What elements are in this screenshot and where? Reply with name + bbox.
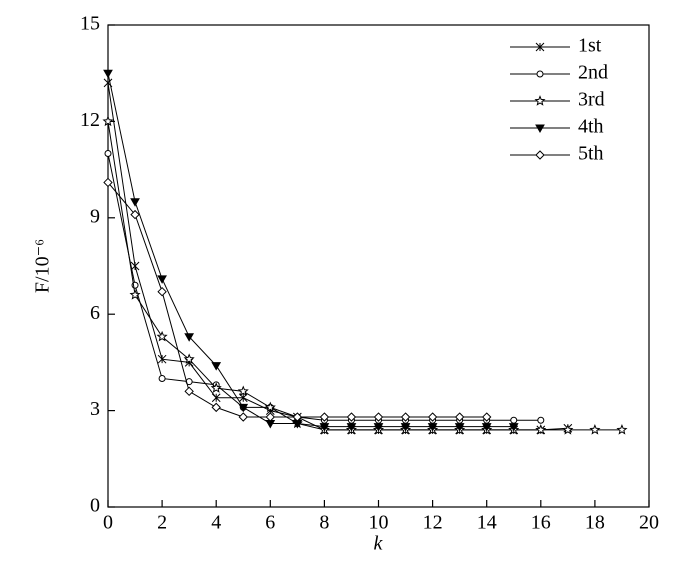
marker	[129, 289, 141, 300]
x-tick-label: 14	[477, 512, 497, 534]
plot-frame	[107, 24, 650, 508]
x-tick-label: 4	[211, 512, 221, 534]
marker	[157, 354, 167, 364]
series-line	[107, 182, 487, 418]
legend-label: 5th	[578, 143, 604, 165]
marker	[264, 401, 276, 413]
marker	[562, 424, 574, 435]
series-line	[107, 121, 622, 431]
legend-label: 4th	[578, 116, 604, 138]
series-line	[107, 82, 568, 431]
legend-label: 1st	[578, 35, 602, 57]
x-tick-label: 16	[531, 512, 551, 534]
y-tick-label: 3	[90, 398, 100, 420]
legend-marker	[535, 150, 545, 160]
x-tick-label: 20	[639, 512, 659, 534]
marker	[130, 198, 140, 207]
marker	[319, 423, 330, 432]
marker	[373, 423, 384, 432]
y-tick-label: 6	[90, 302, 100, 324]
marker	[211, 393, 221, 403]
marker	[373, 412, 384, 422]
y-tick-label: 0	[90, 495, 100, 517]
marker	[589, 424, 601, 435]
marker	[400, 423, 411, 432]
legend-marker	[535, 124, 545, 134]
marker	[130, 209, 140, 220]
marker	[156, 330, 168, 342]
marker	[130, 261, 140, 271]
legend-marker	[536, 70, 544, 78]
marker	[292, 412, 303, 422]
x-tick-label: 12	[423, 512, 443, 534]
legend-marker	[534, 95, 546, 106]
marker	[184, 333, 195, 342]
marker	[481, 423, 492, 432]
marker	[535, 424, 547, 435]
marker	[510, 416, 518, 424]
marker	[265, 412, 276, 422]
marker	[319, 412, 330, 422]
marker	[238, 412, 248, 422]
marker	[346, 412, 357, 422]
marker	[157, 286, 167, 297]
y-tick-label: 12	[80, 109, 100, 131]
x-tick-label: 8	[319, 512, 329, 534]
series-line	[107, 153, 541, 421]
marker	[427, 423, 438, 432]
marker	[211, 402, 221, 413]
marker	[537, 416, 545, 424]
legend-marker	[535, 42, 545, 52]
marker	[481, 412, 492, 422]
legend-label: 3rd	[578, 89, 605, 111]
y-tick-label: 15	[80, 13, 100, 35]
series-line	[107, 73, 514, 428]
x-axis-label: k	[374, 533, 384, 555]
marker	[103, 177, 113, 188]
marker	[183, 353, 195, 364]
marker	[427, 412, 438, 422]
marker	[103, 69, 113, 79]
marker	[211, 362, 222, 371]
marker	[508, 423, 519, 432]
marker	[210, 382, 222, 393]
marker	[400, 412, 411, 422]
marker	[238, 403, 249, 413]
x-tick-label: 2	[157, 512, 167, 534]
y-tick-label: 9	[90, 205, 100, 227]
marker	[102, 115, 114, 127]
marker	[454, 412, 465, 422]
marker	[104, 150, 112, 158]
marker	[184, 386, 194, 397]
x-tick-label: 18	[585, 512, 605, 534]
x-tick-label: 10	[369, 512, 389, 534]
marker	[237, 385, 249, 397]
x-tick-label: 0	[103, 512, 113, 534]
x-tick-label: 6	[265, 512, 275, 534]
y-axis-label: F/10⁻⁶	[32, 239, 54, 293]
marker	[616, 424, 628, 435]
marker	[346, 423, 357, 432]
legend-label: 2nd	[578, 62, 608, 84]
marker	[158, 374, 166, 382]
marker	[157, 275, 167, 284]
marker	[454, 423, 465, 432]
